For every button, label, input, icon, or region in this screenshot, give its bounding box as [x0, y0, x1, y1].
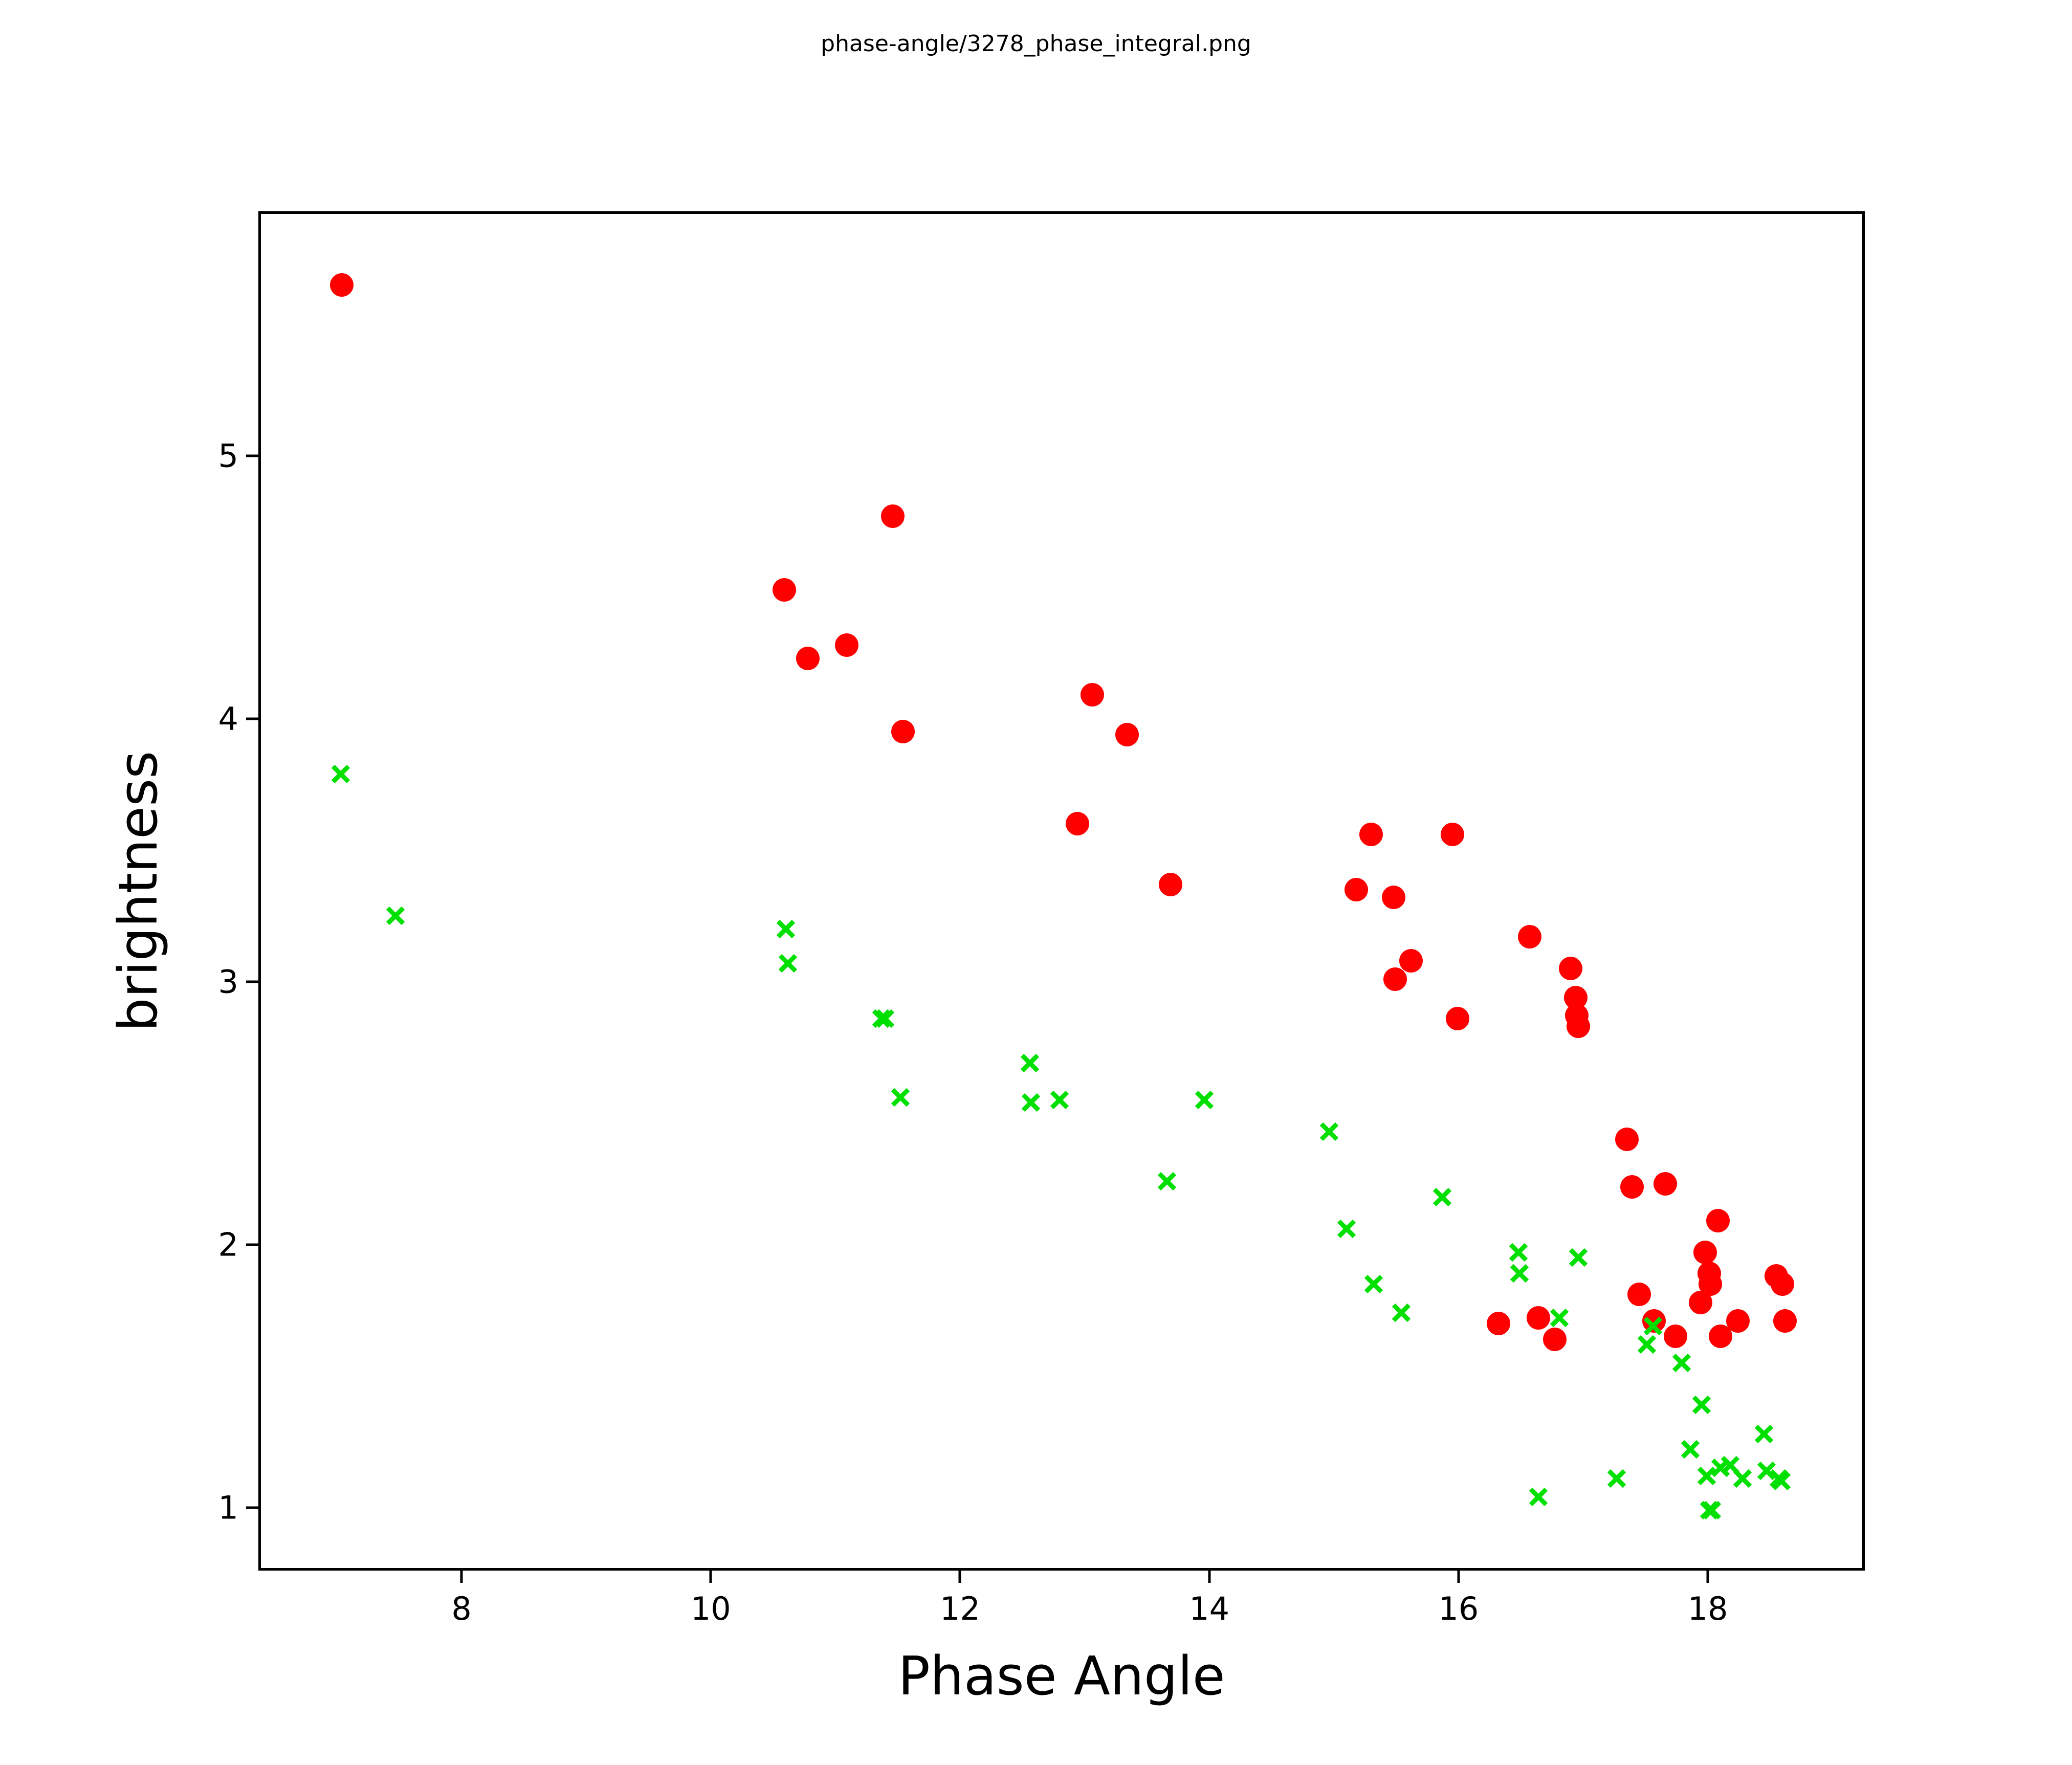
data-point-circle: [1399, 948, 1423, 973]
data-point-cross: [1432, 1187, 1452, 1207]
data-point-circle: [330, 273, 354, 297]
data-point-cross: [1391, 1303, 1412, 1323]
data-point-cross: [1702, 1500, 1722, 1520]
x-tick-label: 12: [940, 1590, 980, 1627]
data-point-circle: [1440, 822, 1464, 846]
data-point-circle: [1080, 683, 1104, 707]
data-point-cross: [1671, 1353, 1692, 1373]
data-point-circle: [1620, 1175, 1644, 1199]
data-point-circle: [1566, 1014, 1590, 1039]
data-point-cross: [1363, 1274, 1384, 1294]
data-point-cross: [1157, 1171, 1177, 1192]
data-point-circle: [796, 646, 820, 670]
data-point-circle: [1706, 1209, 1730, 1233]
data-point-cross: [1549, 1308, 1570, 1328]
y-tick-label: 5: [218, 437, 238, 475]
data-point-cross: [776, 919, 796, 939]
x-tick-mark: [958, 1571, 961, 1583]
data-point-cross: [1049, 1090, 1070, 1110]
y-tick-mark: [246, 1243, 258, 1246]
data-point-circle: [1771, 1272, 1795, 1296]
data-point-circle: [891, 720, 915, 744]
data-point-cross: [1336, 1219, 1357, 1239]
plot-canvas: [261, 214, 1862, 1568]
data-point-cross: [1509, 1263, 1530, 1284]
data-point-circle: [881, 504, 905, 528]
x-tick-label: 14: [1189, 1590, 1230, 1627]
data-point-cross: [1720, 1455, 1740, 1475]
x-tick-mark: [1208, 1571, 1211, 1583]
data-point-cross: [1732, 1468, 1753, 1489]
y-tick-mark: [246, 1506, 258, 1509]
data-point-circle: [1542, 1327, 1567, 1351]
y-axis-label-text: brightness: [107, 751, 169, 1032]
data-point-cross: [778, 953, 798, 974]
data-point-cross: [1643, 1316, 1663, 1336]
y-tick-mark: [246, 980, 258, 983]
data-point-cross: [890, 1087, 911, 1108]
data-point-circle: [1663, 1325, 1687, 1349]
y-tick-mark: [246, 717, 258, 720]
data-point-cross: [1637, 1334, 1657, 1355]
data-point-circle: [1344, 877, 1369, 901]
data-point-circle: [1699, 1272, 1723, 1296]
data-point-cross: [1528, 1487, 1549, 1507]
x-tick-label: 16: [1438, 1590, 1479, 1627]
data-point-cross: [875, 1008, 895, 1029]
x-axis-label: Phase Angle: [898, 1645, 1225, 1707]
data-point-cross: [1606, 1468, 1627, 1489]
data-point-circle: [1693, 1241, 1717, 1264]
data-point-cross: [1771, 1471, 1792, 1491]
data-point-circle: [1708, 1325, 1732, 1349]
x-tick-label: 10: [690, 1590, 731, 1627]
data-point-cross: [1568, 1247, 1589, 1268]
data-point-cross: [330, 764, 351, 784]
x-tick-mark: [1706, 1571, 1709, 1583]
data-point-circle: [1615, 1128, 1639, 1152]
data-point-cross: [385, 906, 406, 926]
y-tick-label: 3: [218, 963, 238, 1001]
x-tick-mark: [460, 1571, 463, 1583]
data-point-circle: [1773, 1309, 1797, 1333]
data-point-circle: [1359, 822, 1383, 846]
data-point-circle: [1517, 925, 1541, 949]
data-point-cross: [871, 1008, 892, 1029]
data-point-circle: [1382, 886, 1406, 910]
data-point-cross: [1696, 1466, 1717, 1486]
data-point-cross: [1680, 1439, 1701, 1460]
data-point-circle: [1654, 1172, 1678, 1196]
data-point-cross: [1508, 1242, 1529, 1263]
data-point-circle: [1559, 956, 1583, 980]
data-point-cross: [1691, 1395, 1712, 1415]
y-tick-label: 2: [218, 1226, 238, 1264]
data-point-circle: [1115, 722, 1139, 746]
data-point-circle: [1383, 967, 1407, 991]
y-tick-label: 4: [218, 700, 238, 738]
x-tick-label: 18: [1687, 1590, 1728, 1627]
x-tick-label: 8: [451, 1590, 472, 1627]
data-point-cross: [1020, 1053, 1040, 1073]
data-point-circle: [1526, 1306, 1550, 1330]
data-point-cross: [1754, 1424, 1774, 1444]
data-point-cross: [1021, 1092, 1041, 1113]
data-point-circle: [1726, 1309, 1750, 1333]
figure-title: phase-angle/3278_phase_integral.png: [821, 31, 1251, 57]
data-point-circle: [1627, 1283, 1651, 1307]
data-point-cross: [1756, 1461, 1777, 1481]
x-tick-mark: [1457, 1571, 1460, 1583]
data-point-circle: [1445, 1006, 1469, 1030]
data-point-circle: [1486, 1311, 1510, 1335]
data-point-circle: [773, 578, 797, 602]
data-point-circle: [834, 633, 858, 657]
data-point-cross: [1319, 1121, 1339, 1142]
x-tick-mark: [709, 1571, 712, 1583]
data-point-circle: [1065, 812, 1089, 836]
y-tick-mark: [246, 454, 258, 457]
plot-frame: [258, 211, 1865, 1571]
data-point-cross: [1194, 1090, 1215, 1110]
data-point-circle: [1159, 872, 1183, 896]
y-tick-label: 1: [218, 1489, 238, 1527]
